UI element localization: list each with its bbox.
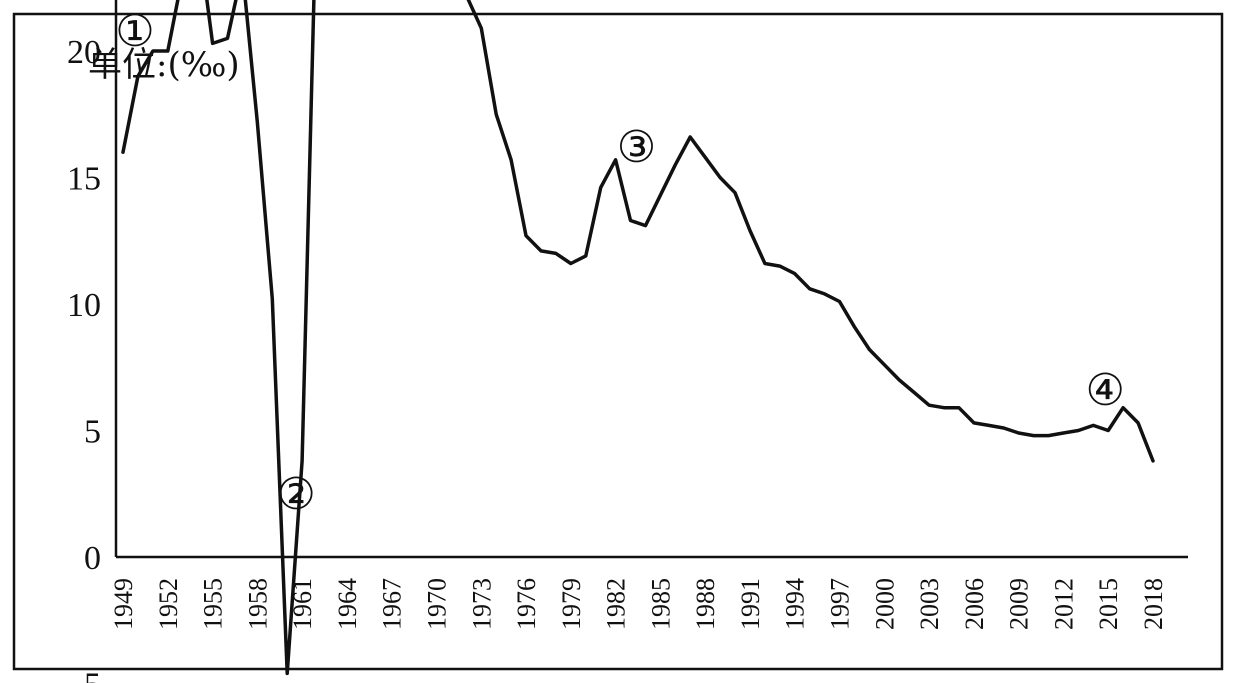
x-tick-label: 2018 (1139, 578, 1168, 630)
annotation-marker-1: ① (115, 6, 154, 57)
growth-rate-line (121, 0, 1155, 676)
annotations: ① ② ③ ④ (115, 6, 1125, 520)
x-tick-label: 2003 (915, 578, 944, 630)
x-tick-label: 1991 (736, 578, 765, 630)
y-tick-label: −5 (65, 667, 101, 683)
y-tick-label: 0 (84, 540, 101, 577)
annotation-marker-2: ② (276, 469, 315, 520)
x-tick-label: 1970 (422, 578, 451, 630)
annotation-marker-3: ③ (617, 122, 656, 173)
x-axis-ticks: 1949 1952 1955 1958 1961 1964 1967 1970 1973 1976… (109, 578, 1168, 630)
x-tick-label: 1997 (826, 578, 855, 630)
x-tick-label: 1964 (333, 578, 362, 630)
x-tick-label: 1985 (646, 578, 675, 630)
x-tick-label: 2000 (870, 578, 899, 630)
x-tick-label: 2012 (1049, 578, 1078, 630)
x-tick-label: 1973 (467, 578, 496, 630)
x-tick-label: 1967 (378, 578, 407, 630)
y-axis-ticks: 35302520151050−5 (65, 34, 101, 683)
x-tick-label: 2006 (960, 578, 989, 630)
chart-frame (12, 12, 1224, 671)
x-tick-label: 1982 (602, 578, 631, 630)
annotation-marker-4: ④ (1086, 365, 1125, 416)
y-tick-label: 10 (67, 287, 101, 324)
x-tick-label: 1958 (243, 578, 272, 630)
y-tick-label: 5 (84, 414, 101, 451)
y-tick-label: 15 (67, 161, 101, 198)
x-tick-label: 1955 (199, 578, 228, 630)
x-tick-label: 1994 (781, 578, 810, 630)
y-tick-label: 20 (67, 34, 101, 71)
x-tick-label: 1976 (512, 578, 541, 630)
x-tick-label: 2009 (1005, 578, 1034, 630)
x-tick-label: 1949 (109, 578, 138, 630)
x-tick-label: 2015 (1094, 578, 1123, 630)
x-tick-label: 1979 (557, 578, 586, 630)
x-tick-label: 1988 (691, 578, 720, 630)
x-tick-label: 1952 (154, 578, 183, 630)
plot-area (121, 0, 1155, 676)
